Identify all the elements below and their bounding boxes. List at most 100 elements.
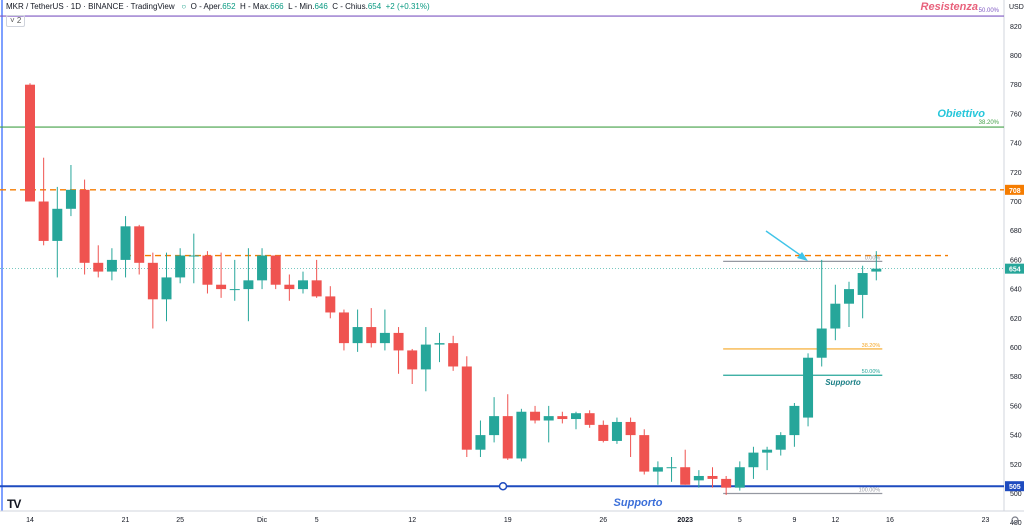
price-tick-740: 740: [1010, 141, 1022, 148]
candle-body-15: [229, 289, 240, 291]
candle-body-5: [93, 262, 104, 272]
target-fib-label: 38.20%: [979, 120, 1000, 126]
candle-body-57: [803, 357, 814, 418]
time-tick-3: Dic: [257, 517, 268, 524]
fib-ratio-label-1: 38.20%: [862, 343, 881, 349]
candle-body-21: [311, 280, 322, 297]
candle-body-26: [379, 332, 390, 344]
price-tick-720: 720: [1010, 170, 1022, 177]
time-tick-12: 16: [886, 517, 894, 524]
market-status-dot-icon: ○: [181, 2, 187, 11]
indicators-collapse-button[interactable]: ˅ 2: [6, 15, 26, 27]
candle-body-55: [775, 435, 786, 450]
candle-body-49: [693, 475, 704, 481]
price-tick-560: 560: [1010, 403, 1022, 410]
candle-body-30: [434, 343, 445, 345]
time-tick-10: 9: [792, 517, 796, 524]
candle-body-62: [871, 268, 882, 272]
resistance-fib-label: 50.00%: [979, 8, 1000, 14]
high-label: H - Max.: [240, 2, 271, 11]
price-badge-708-bg: [1005, 184, 1024, 195]
close-label: C - Chius.: [332, 2, 368, 11]
candle-body-58: [816, 328, 827, 358]
symbol-label[interactable]: MKR / TetherUS · 1D · BINANCE · TradingV…: [6, 2, 175, 11]
candle-body-9: [147, 262, 158, 300]
low-value: 646: [314, 2, 328, 11]
settings-gear-icon[interactable]: [1011, 516, 1019, 524]
price-badge-654-bg: [1005, 263, 1024, 274]
resistance-label: Resistenza: [921, 1, 978, 13]
candle-body-33: [475, 435, 486, 450]
price-badge-708: 708: [1009, 188, 1021, 195]
annotation-arrow-head-icon: [797, 252, 808, 261]
support-line-anchor: [498, 481, 508, 491]
time-tick-1: 21: [122, 517, 130, 524]
candle-body-35: [502, 416, 513, 459]
candle-body-50: [707, 475, 718, 479]
candle-body-17: [257, 255, 268, 281]
price-tick-500: 500: [1010, 491, 1022, 498]
candle-body-61: [857, 273, 868, 295]
candle-body-22: [325, 296, 336, 313]
candle-body-52: [734, 467, 745, 488]
candle-body-60: [844, 289, 854, 304]
candle-body-6: [106, 259, 117, 272]
price-tick-780: 780: [1010, 82, 1022, 89]
close-value: 654: [367, 2, 382, 11]
candle-body-13: [202, 255, 213, 285]
price-tick-660: 660: [1010, 257, 1022, 264]
change-value: +2 (+0.31%): [385, 2, 430, 11]
time-tick-5: 12: [408, 517, 416, 524]
candle-body-14: [216, 284, 227, 290]
price-tick-700: 700: [1010, 199, 1022, 206]
fib-ratio-label-3: 100.00%: [859, 488, 881, 494]
price-tick-680: 680: [1010, 228, 1022, 235]
open-label: O - Aper.: [190, 2, 223, 11]
candle-body-25: [366, 327, 377, 344]
time-tick-13: 23: [982, 517, 990, 524]
candle-body-29: [420, 344, 431, 370]
target-label: Obiettivo: [937, 108, 985, 120]
candle-body-19: [284, 284, 295, 290]
candle-body-27: [393, 332, 404, 351]
price-axis-unit: USDT: [1009, 4, 1024, 11]
annotation-arrow-shaft: [765, 230, 804, 258]
price-tick-800: 800: [1010, 53, 1022, 60]
time-tick-9: 5: [738, 517, 742, 524]
candle-body-28: [407, 350, 418, 370]
candle-body-56: [789, 405, 800, 436]
time-tick-11: 12: [831, 517, 839, 524]
price-badge-654: 654: [1009, 267, 1021, 274]
candle-body-4: [79, 189, 90, 263]
candle-body-10: [161, 277, 172, 300]
candle-body-11: [175, 255, 186, 278]
candle-body-47: [666, 467, 677, 469]
price-tick-580: 580: [1010, 374, 1022, 381]
price-tick-840: 840: [1010, 0, 1022, 2]
price-tick-600: 600: [1010, 345, 1022, 352]
candle-body-51: [721, 478, 732, 488]
candle-body-43: [611, 421, 622, 441]
support-label: Supporto: [614, 497, 663, 509]
candle-body-20: [298, 280, 308, 290]
candle-body-53: [748, 452, 759, 468]
candle-body-23: [338, 312, 349, 344]
time-tick-8: 2023: [677, 517, 693, 524]
price-badge-505: 505: [1009, 484, 1021, 491]
open-value: 652: [222, 2, 236, 11]
time-tick-4: 5: [315, 517, 319, 524]
fib-ratio-label-0: 0.00%: [865, 255, 881, 261]
tradingview-logo-icon[interactable]: TV: [7, 497, 21, 511]
candle-body-38: [543, 416, 554, 421]
candle-body-16: [243, 280, 254, 290]
price-tick-640: 640: [1010, 287, 1022, 294]
candle-body-7: [120, 226, 131, 260]
candle-body-37: [530, 411, 541, 421]
candle-body-32: [461, 366, 472, 450]
candle-body-24: [352, 327, 363, 344]
time-tick-2: 25: [176, 517, 184, 524]
candle-body-41: [584, 413, 595, 425]
time-tick-7: 26: [599, 517, 607, 524]
